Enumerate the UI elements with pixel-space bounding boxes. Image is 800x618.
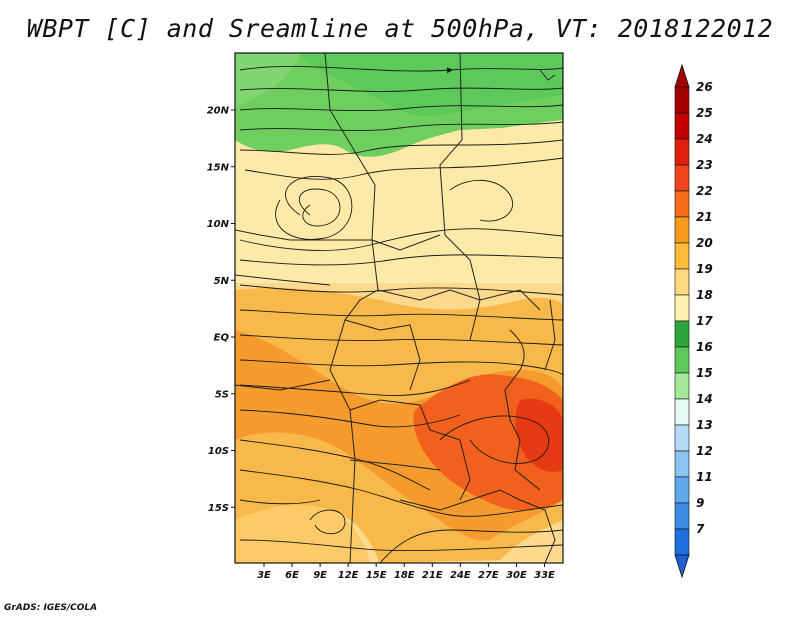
longitude-axis: 3E 6E 9E 12E 15E 18E 21E 24E 27E 30E 33E [257,563,555,581]
map-frame [234,52,564,564]
colorbar-label: 13 [696,418,713,432]
colorbar-label: 15 [696,366,713,380]
colorbar-label: 12 [696,444,713,458]
colorbar-label: 9 [696,496,704,510]
colorbar-swatch [674,528,690,556]
lon-label: 15E [366,570,387,581]
lon-label: 18E [394,570,415,581]
lat-label: 20N [207,106,230,117]
colorbar-swatch [674,190,690,218]
colorbar-swatch [674,294,690,322]
colorbar-swatch [674,398,690,426]
lon-label: 33E [534,570,555,581]
colorbar-swatch [674,164,690,192]
colorbar-swatch [674,476,690,504]
lon-label: 21E [422,570,443,581]
lon-label: 9E [313,570,327,581]
wbpt-field [235,53,563,563]
colorbar: 26 25 24 23 22 21 20 19 18 17 16 15 14 13 12 11 9 7 [674,63,713,579]
country-boundaries [235,53,556,563]
colorbar-swatch [674,216,690,244]
colorbar-swatch [674,346,690,374]
lat-label: 15N [207,162,230,173]
colorbar-label: 22 [696,184,713,198]
lat-label: 5S [215,389,229,400]
colorbar-label: 19 [696,262,713,276]
colorbar-label: 16 [696,340,713,354]
colorbar-swatch [674,112,690,140]
colorbar-swatch [674,502,690,530]
lon-label: 6E [285,570,299,581]
streamlines [239,66,563,563]
colorbar-swatch [674,242,690,270]
colorbar-label: 24 [696,132,713,146]
lon-label: 3E [257,570,271,581]
colorbar-label: 11 [696,470,713,484]
lat-label: 10N [207,219,230,230]
colorbar-label: 20 [696,236,713,250]
colorbar-swatch [674,268,690,296]
colorbar-label: 7 [696,522,705,536]
lat-label: 15S [208,503,229,514]
colorbar-label: 14 [696,392,713,406]
colorbar-swatch [674,320,690,348]
lon-label: 27E [478,570,499,581]
lat-label: 10S [208,446,229,457]
colorbar-under-triangle [674,554,690,579]
colorbar-swatch [674,424,690,452]
colorbar-label: 21 [696,210,713,224]
colorbar-swatch [674,86,690,114]
colorbar-swatch [674,138,690,166]
lon-label: 30E [506,570,527,581]
colorbar-over-triangle [674,63,690,88]
chart-title: WBPT [C] and Sreamline at 500hPa, VT: 20… [26,14,774,43]
colorbar-label: 18 [696,288,713,302]
lon-label: 24E [450,570,471,581]
credit-label: GrADS: IGES/COLA [4,603,98,613]
colorbar-label: 23 [696,158,713,172]
colorbar-label: 25 [696,106,713,120]
latitude-axis: 20N 15N 10N 5N EQ 5S 10S 15S [207,106,235,514]
lon-label: 12E [338,570,359,581]
lat-label: 5N [214,276,230,287]
colorbar-label: 17 [696,314,713,328]
colorbar-swatch [674,450,690,478]
colorbar-swatch [674,372,690,400]
lat-label: EQ [214,333,230,344]
colorbar-label: 26 [696,80,713,94]
